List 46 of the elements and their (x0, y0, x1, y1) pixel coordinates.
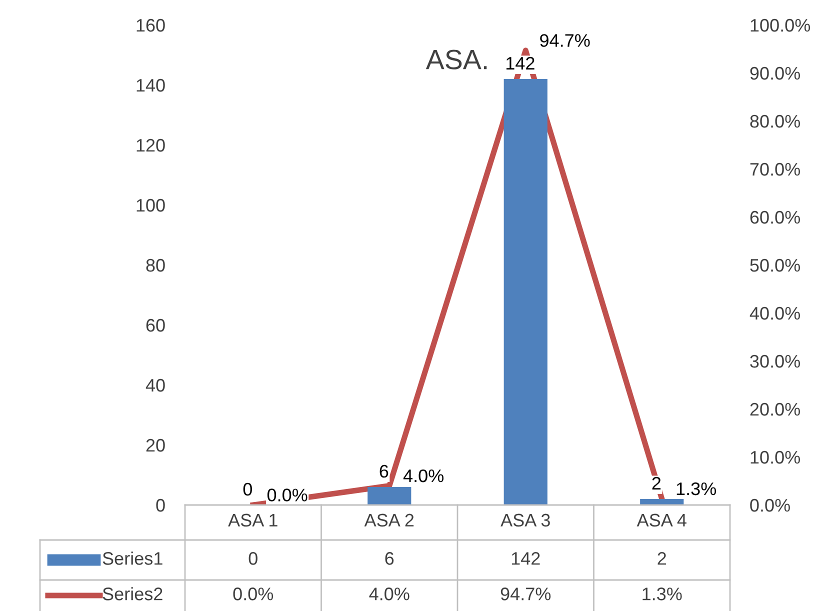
y2-tick-label: 100.0% (750, 18, 810, 32)
y-tick-label: 100 (136, 198, 165, 212)
text: ASA. (426, 50, 487, 70)
text: 0.0% (267, 488, 308, 502)
text: 142 (506, 56, 534, 70)
y2-tick-label: 40.0% (750, 306, 800, 320)
x-tick-label: ASA 4 (636, 514, 686, 527)
legend-label: Series2 (102, 587, 162, 600)
y2-tick-label: 60.0% (750, 210, 800, 224)
data-label: 4.0% (369, 588, 410, 600)
y-tick-label: 60 (146, 318, 165, 332)
y-tick-label: 0 (156, 498, 165, 512)
y-tick-label: 20 (146, 438, 165, 452)
data-label: 0.0% (233, 588, 274, 600)
bar (640, 499, 684, 505)
y2-tick-label: 30.0% (750, 354, 800, 368)
y-tick-label: 160 (136, 18, 165, 32)
x-tick-label: ASA 1 (228, 514, 278, 527)
y2-tick-label: 10.0% (750, 450, 800, 464)
x-tick-label: ASA 2 (364, 514, 414, 527)
text: 2 (652, 476, 661, 490)
bar (504, 79, 548, 505)
y-tick-label: 120 (136, 138, 165, 152)
data-label: 142 (512, 552, 540, 565)
data-label: 6 (385, 552, 394, 565)
data-label: 0 (248, 552, 258, 565)
text: 0 (243, 482, 252, 496)
data-label: 2 (658, 552, 666, 565)
y-tick-label: 80 (146, 258, 165, 272)
data-label: 1.3% (642, 588, 682, 600)
y-tick-label: 40 (146, 378, 165, 392)
y-tick-label: 140 (136, 78, 165, 92)
y2-tick-label: 70.0% (750, 162, 800, 176)
data-label: 94.7% (500, 588, 551, 600)
legend-label: Series1 (102, 552, 162, 565)
text: 94.7% (540, 34, 590, 47)
text: 4.0% (403, 469, 444, 482)
y2-tick-label: 80.0% (750, 114, 800, 128)
text: 6 (380, 464, 388, 478)
x-tick-label: ASA 3 (500, 514, 550, 527)
text: 1.3% (676, 482, 716, 496)
y2-tick-label: 90.0% (750, 66, 800, 80)
y2-tick-label: 0.0% (750, 498, 790, 512)
y2-tick-label: 20.0% (750, 402, 800, 416)
bar (368, 487, 412, 505)
y2-tick-label: 50.0% (750, 258, 800, 272)
